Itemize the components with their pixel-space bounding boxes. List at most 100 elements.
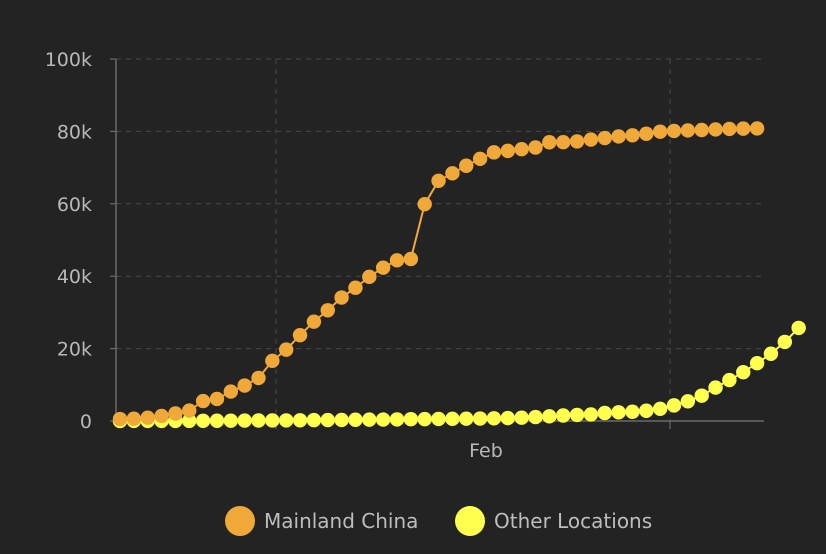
data-point-other-locations[interactable]: [569, 407, 585, 423]
data-point-mainland-china[interactable]: [445, 166, 460, 181]
data-point-mainland-china[interactable]: [375, 260, 391, 275]
data-point-mainland-china[interactable]: [182, 403, 197, 418]
data-point-mainland-china[interactable]: [611, 129, 626, 144]
data-point-mainland-china[interactable]: [306, 314, 322, 329]
data-point-mainland-china[interactable]: [625, 128, 640, 143]
data-point-other-locations[interactable]: [403, 411, 419, 427]
data-point-other-locations[interactable]: [556, 408, 571, 423]
data-point-other-locations[interactable]: [542, 409, 557, 424]
data-point-mainland-china[interactable]: [459, 158, 474, 173]
data-point-mainland-china[interactable]: [292, 327, 308, 343]
data-point-other-locations[interactable]: [182, 413, 197, 429]
data-point-other-locations[interactable]: [639, 403, 654, 418]
data-point-mainland-china[interactable]: [417, 196, 432, 212]
series-line-other-locations: [119, 327, 800, 422]
data-point-other-locations[interactable]: [652, 401, 668, 417]
legend-label-other-locations[interactable]: Other Locations: [494, 509, 652, 533]
data-point-other-locations[interactable]: [528, 409, 543, 425]
legend-marker-other-locations[interactable]: [455, 506, 485, 536]
data-point-other-locations[interactable]: [431, 411, 446, 427]
data-point-other-locations[interactable]: [348, 412, 363, 427]
data-point-mainland-china[interactable]: [320, 303, 335, 318]
data-point-other-locations[interactable]: [279, 413, 294, 428]
data-point-other-locations[interactable]: [389, 412, 405, 427]
data-point-mainland-china[interactable]: [722, 121, 737, 137]
data-point-other-locations[interactable]: [195, 413, 211, 428]
data-point-mainland-china[interactable]: [403, 251, 419, 267]
data-point-mainland-china[interactable]: [265, 353, 280, 368]
data-point-other-locations[interactable]: [722, 372, 737, 388]
data-point-other-locations[interactable]: [736, 364, 751, 380]
data-point-mainland-china[interactable]: [680, 123, 696, 138]
data-point-other-locations[interactable]: [486, 411, 502, 426]
data-point-other-locations[interactable]: [223, 413, 238, 428]
data-point-other-locations[interactable]: [417, 411, 432, 427]
data-point-mainland-china[interactable]: [708, 122, 723, 137]
data-point-other-locations[interactable]: [708, 380, 723, 395]
data-point-mainland-china[interactable]: [237, 378, 252, 393]
data-point-mainland-china[interactable]: [583, 132, 599, 147]
data-point-other-locations[interactable]: [583, 407, 599, 422]
data-point-mainland-china[interactable]: [486, 145, 502, 160]
data-point-other-locations[interactable]: [292, 413, 308, 428]
data-point-mainland-china[interactable]: [348, 280, 363, 295]
data-point-mainland-china[interactable]: [569, 134, 585, 149]
data-point-other-locations[interactable]: [265, 413, 280, 428]
data-point-mainland-china[interactable]: [389, 253, 405, 268]
data-point-mainland-china[interactable]: [514, 142, 529, 157]
data-point-mainland-china[interactable]: [694, 122, 709, 138]
data-point-mainland-china[interactable]: [154, 408, 169, 424]
data-point-mainland-china[interactable]: [500, 143, 515, 159]
series-layer: [112, 121, 806, 429]
data-point-mainland-china[interactable]: [556, 134, 571, 150]
data-point-mainland-china[interactable]: [431, 173, 446, 188]
data-point-mainland-china[interactable]: [279, 342, 294, 357]
data-point-mainland-china[interactable]: [112, 411, 128, 427]
data-point-other-locations[interactable]: [472, 411, 488, 426]
data-point-mainland-china[interactable]: [126, 411, 142, 426]
legend-marker-mainland-china[interactable]: [225, 506, 255, 536]
data-point-mainland-china[interactable]: [666, 123, 682, 139]
data-point-other-locations[interactable]: [597, 405, 612, 421]
data-point-other-locations[interactable]: [763, 346, 779, 361]
legend-label-mainland-china[interactable]: Mainland China: [264, 509, 418, 533]
data-point-other-locations[interactable]: [445, 411, 460, 427]
grid: [116, 58, 764, 421]
data-point-other-locations[interactable]: [777, 334, 792, 350]
data-point-other-locations[interactable]: [514, 410, 529, 425]
data-point-other-locations[interactable]: [459, 411, 474, 426]
data-point-other-locations[interactable]: [611, 405, 626, 420]
data-point-other-locations[interactable]: [237, 413, 252, 428]
data-point-mainland-china[interactable]: [749, 121, 765, 136]
data-point-mainland-china[interactable]: [362, 269, 377, 285]
data-point-other-locations[interactable]: [749, 356, 765, 371]
data-point-mainland-china[interactable]: [168, 406, 183, 421]
data-point-mainland-china[interactable]: [472, 151, 488, 166]
data-point-mainland-china[interactable]: [597, 130, 612, 146]
data-point-mainland-china[interactable]: [195, 393, 211, 409]
data-point-other-locations[interactable]: [500, 410, 515, 426]
data-point-mainland-china[interactable]: [639, 126, 654, 141]
data-point-mainland-china[interactable]: [542, 135, 557, 150]
data-point-other-locations[interactable]: [375, 412, 391, 427]
data-point-other-locations[interactable]: [666, 398, 682, 413]
data-point-other-locations[interactable]: [306, 412, 322, 428]
data-point-other-locations[interactable]: [334, 412, 349, 428]
data-point-mainland-china[interactable]: [209, 391, 225, 407]
data-point-mainland-china[interactable]: [251, 370, 266, 386]
data-point-mainland-china[interactable]: [334, 290, 349, 305]
data-point-other-locations[interactable]: [791, 320, 806, 336]
data-point-other-locations[interactable]: [680, 394, 696, 409]
data-point-other-locations[interactable]: [362, 412, 377, 427]
data-point-mainland-china[interactable]: [140, 410, 155, 425]
data-point-other-locations[interactable]: [694, 388, 709, 403]
data-point-mainland-china[interactable]: [736, 121, 751, 136]
data-point-other-locations[interactable]: [209, 413, 225, 428]
data-point-mainland-china[interactable]: [652, 124, 668, 139]
series-other-locations: [112, 320, 806, 429]
data-point-other-locations[interactable]: [320, 412, 335, 428]
data-point-mainland-china[interactable]: [223, 384, 238, 399]
data-point-other-locations[interactable]: [625, 404, 640, 419]
data-point-mainland-china[interactable]: [528, 140, 543, 155]
data-point-other-locations[interactable]: [251, 413, 266, 428]
